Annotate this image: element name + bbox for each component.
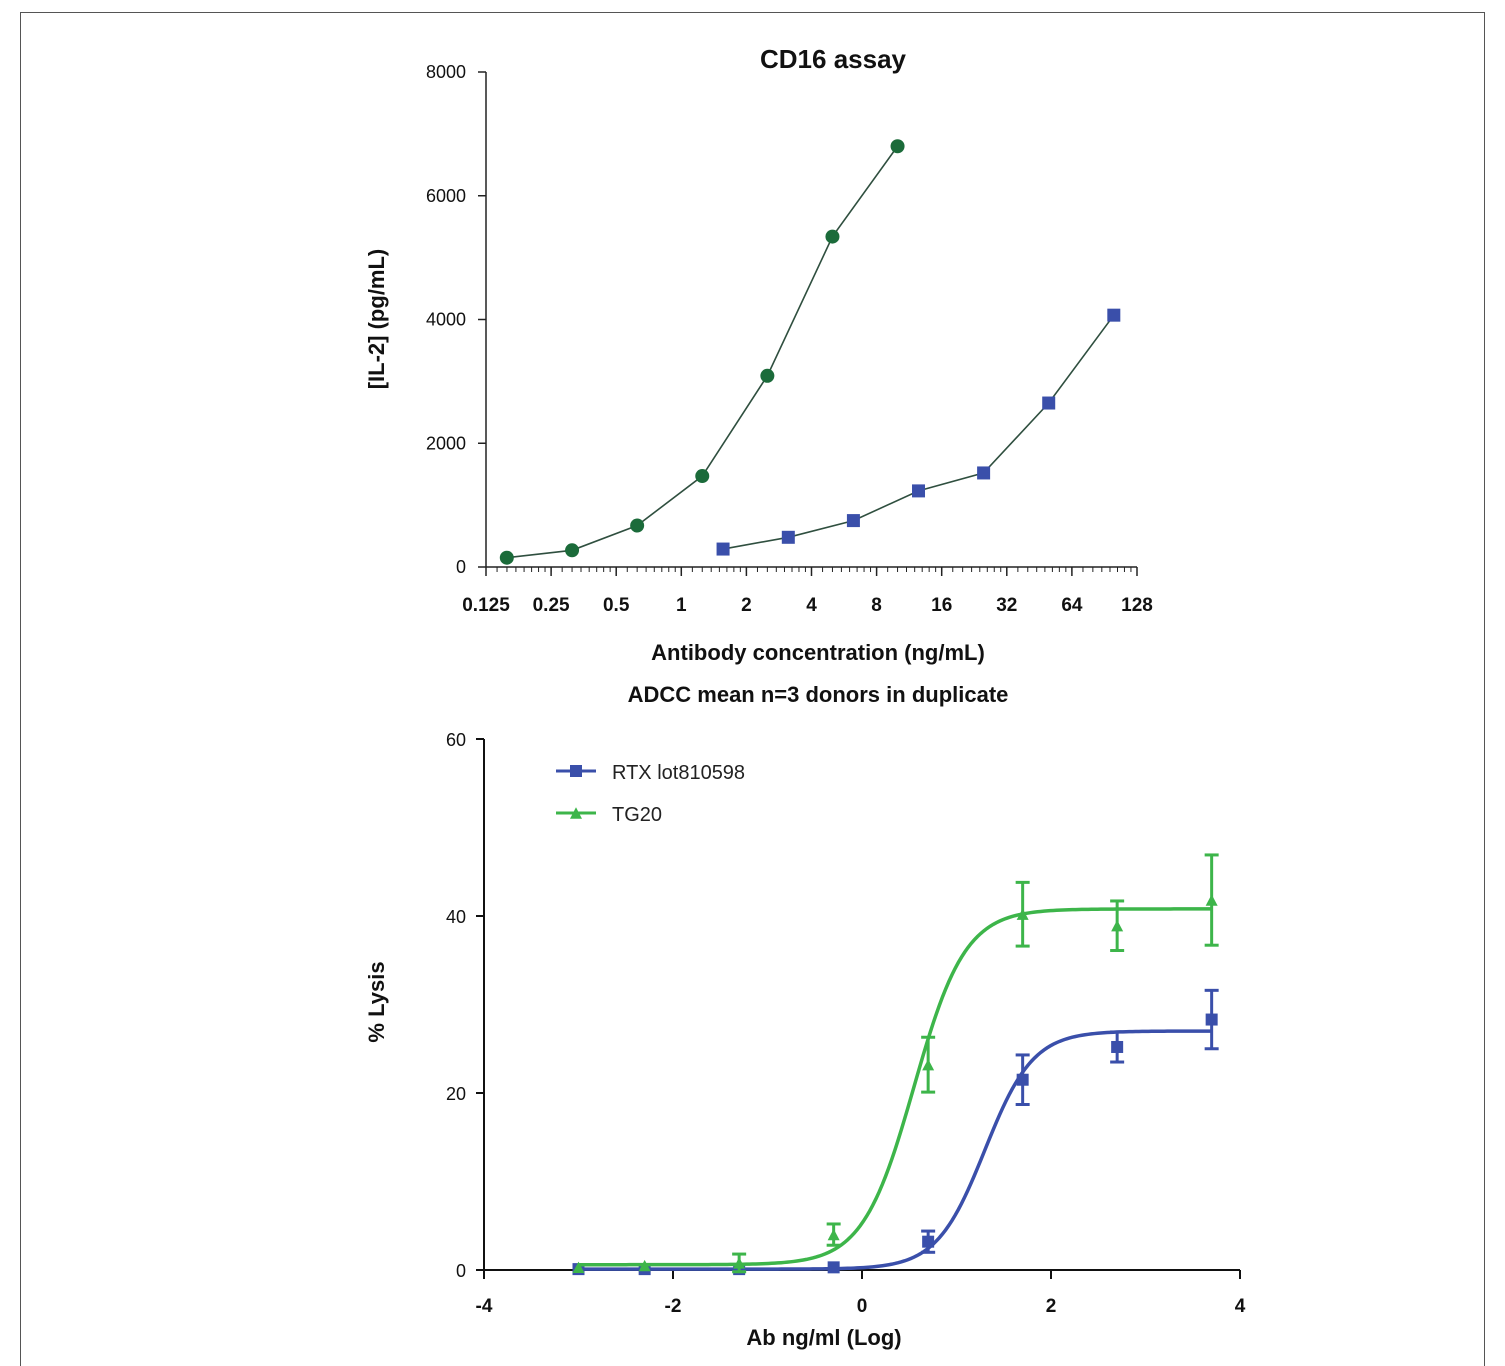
x-tick-label: -2: [665, 1296, 682, 1317]
series-2-point: [1205, 894, 1218, 906]
series-2-point: [846, 514, 860, 528]
x-tick-label: 32: [996, 595, 1017, 616]
chart2-axes: 0 20 40 60 -4 -2 0 2 4: [446, 730, 1246, 1317]
series-2-point: [1107, 308, 1121, 322]
y-tick-label: 4000: [426, 310, 466, 330]
chart2-legend: RTX lot810598 TG20: [556, 762, 745, 826]
chart1-axes: 0 2000 4000 6000 8000 0.125 0.25 0.5 1 2 4 8 16 32 64 1…: [426, 62, 1153, 616]
x-tick-label: 4: [1235, 1296, 1246, 1317]
y-tick-label: 0: [456, 557, 466, 577]
series-2-point: [1111, 920, 1124, 932]
series-1-point: [1111, 1040, 1124, 1053]
series-2-point: [977, 466, 991, 480]
chart2-plot-area: [572, 853, 1219, 1276]
series-2-point: [912, 484, 926, 498]
y-tick-label: 8000: [426, 62, 466, 82]
x-tick-label: 16: [931, 595, 952, 616]
series-2-point: [922, 1058, 935, 1071]
y-tick-label: 20: [446, 1084, 466, 1104]
legend-swatch-marker-2: [570, 807, 582, 819]
x-tick-label: 4: [806, 595, 817, 616]
y-tick-label: 40: [446, 907, 466, 927]
series-1-point: [1205, 1013, 1218, 1026]
series-2-point: [1016, 908, 1029, 920]
x-tick-label: 0: [857, 1296, 868, 1317]
series-2-fit-curve: [578, 907, 1212, 1267]
y-tick-label: 0: [456, 1261, 466, 1281]
chart1-ylabel: [IL-2] (pg/mL): [364, 249, 389, 390]
series-1-line: [506, 145, 899, 559]
series-1-point: [499, 550, 514, 565]
chart2-xlabel: Ab ng/ml (Log): [746, 1325, 901, 1350]
series-1-point: [890, 139, 905, 154]
series-1-point: [565, 543, 580, 558]
chart2-title: ADCC mean n=3 donors in duplicate: [628, 682, 1009, 707]
series-2-point: [638, 1259, 651, 1272]
series-1-point: [760, 368, 775, 383]
x-tick-label: 0.25: [533, 595, 570, 616]
series-1-point: [827, 1261, 840, 1274]
x-tick-label: 64: [1061, 595, 1083, 616]
series-1-fit-curve: [578, 1029, 1212, 1271]
y-tick-label: 2000: [426, 433, 466, 453]
series-2-line: [722, 314, 1115, 550]
chart2-ylabel: % Lysis: [364, 961, 389, 1042]
y-tick-label: 60: [446, 730, 466, 750]
x-tick-label: 8: [871, 595, 882, 616]
x-tick-label: 1: [676, 595, 687, 616]
series-1-point: [695, 469, 710, 484]
x-tick-label: 2: [1046, 1296, 1057, 1317]
y-tick-label: 6000: [426, 186, 466, 206]
legend-label-2: TG20: [612, 804, 662, 826]
series-2-point: [572, 1261, 585, 1274]
series-2-point: [781, 530, 795, 544]
series-1-point: [825, 229, 840, 244]
series-2-point: [716, 542, 730, 556]
x-tick-label: -4: [476, 1296, 493, 1317]
series-2-point: [827, 1228, 840, 1241]
series-2-point: [733, 1257, 746, 1269]
series-1-point: [630, 518, 645, 533]
x-tick-label: 2: [741, 595, 752, 616]
x-tick-label: 0.5: [603, 595, 630, 616]
x-tick-label: 128: [1121, 595, 1153, 616]
legend-swatch-marker-1: [570, 765, 582, 777]
chart1-xlabel: Antibody concentration (ng/mL): [651, 640, 985, 665]
series-1-point: [1016, 1073, 1029, 1086]
x-tick-label: 0.125: [462, 595, 510, 616]
chart1-title: CD16 assay: [760, 44, 907, 74]
legend-label-1: RTX lot810598: [612, 762, 745, 784]
series-2-point: [1042, 396, 1056, 410]
chart1-plot-area: [499, 139, 1121, 565]
figure-frame: [20, 12, 1485, 1366]
series-1-point: [922, 1235, 935, 1248]
